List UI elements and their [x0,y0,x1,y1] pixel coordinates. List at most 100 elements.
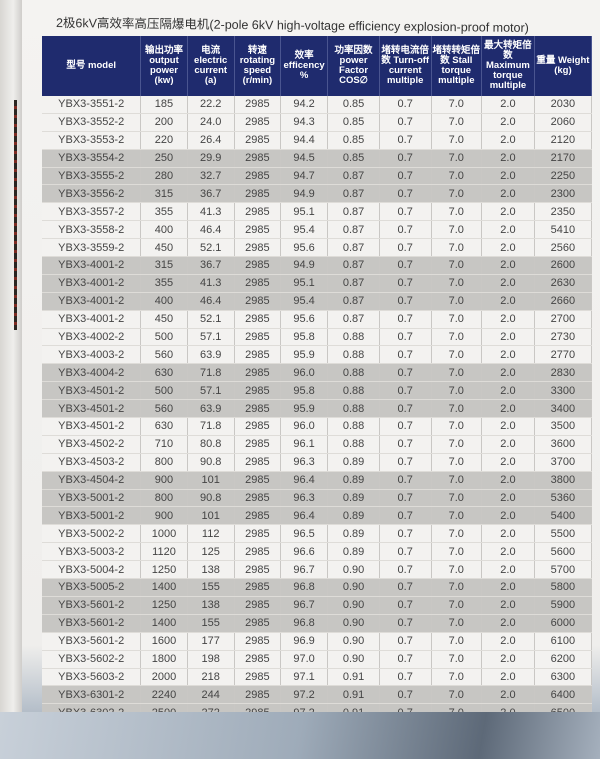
cell-model: YBX3-4001-2 [42,256,142,275]
cell-speed: 2985 [234,310,281,329]
cell-speed: 2985 [234,96,281,114]
cell-output-power: 220 [140,131,188,150]
table-row: YBX3-5002-2 1000 112 2985 96.5 0.89 0.7 7.0 2.0 5… [42,524,593,544]
cell-speed: 2985 [234,632,281,651]
cell-speed: 2985 [234,489,281,508]
cell-current: 71.8 [187,417,235,436]
cell-power-factor: 0.87 [327,184,380,204]
cell-stall-torque: 7.0 [431,328,483,347]
cell-weight: 6300 [534,668,593,687]
cell-turnoff-current: 0.7 [379,131,432,150]
cell-speed: 2985 [234,328,281,347]
cell-model: YBX3-3552-2 [42,113,142,132]
cell-model: YBX3-3558-2 [42,220,142,240]
cell-turnoff-current: 0.7 [379,184,432,204]
cell-output-power: 1600 [140,632,188,651]
cell-stall-torque: 7.0 [431,542,483,562]
cell-power-factor: 0.89 [327,524,380,544]
cell-model: YBX3-5601-2 [42,596,142,615]
table-row: YBX3-4501-2 630 71.8 2985 96.0 0.88 0.7 7.0 2.0 3… [42,417,593,436]
header-efficiency: 效率 efficency % [280,36,329,96]
cell-speed: 2985 [234,274,281,293]
cell-model: YBX3-4501-2 [42,381,142,401]
cell-model: YBX3-6301-2 [42,685,142,705]
cell-output-power: 2000 [140,668,188,687]
cell-turnoff-current: 0.7 [379,96,432,114]
cell-power-factor: 0.87 [327,310,380,329]
motor-spec-table: 型号 model 输出功率 output power (kw) 电流 elect… [42,36,593,741]
cell-max-torque: 2.0 [481,435,535,454]
cell-weight: 5410 [534,220,593,240]
cell-stall-torque: 7.0 [431,202,483,222]
cell-speed: 2985 [234,506,281,526]
cell-power-factor: 0.89 [327,506,380,526]
table-row: YBX3-4004-2 630 71.8 2985 96.0 0.88 0.7 7.0 2.0 2… [42,363,593,383]
cell-turnoff-current: 0.7 [379,506,432,526]
cell-turnoff-current: 0.7 [379,292,432,311]
cell-output-power: 1000 [140,524,188,544]
cell-max-torque: 2.0 [481,113,535,132]
cell-max-torque: 2.0 [481,310,535,329]
cell-speed: 2985 [234,292,281,311]
cell-max-torque: 2.0 [481,650,535,669]
cell-speed: 2985 [234,131,281,150]
cell-weight: 5700 [534,560,593,580]
cell-output-power: 560 [140,345,188,365]
cell-weight: 5600 [534,542,593,562]
table-row: YBX3-3556-2 315 36.7 2985 94.9 0.87 0.7 7.0 2.0 2… [42,184,593,204]
cell-weight: 2060 [534,113,593,132]
cell-weight: 5500 [534,524,593,544]
cell-efficiency: 97.2 [280,685,329,705]
cell-power-factor: 0.89 [327,542,380,562]
cell-current: 41.3 [187,274,235,293]
cell-efficiency: 95.9 [280,345,329,365]
cell-stall-torque: 7.0 [431,614,483,633]
cell-power-factor: 0.87 [327,256,380,275]
table-row: YBX3-5601-2 1400 155 2985 96.8 0.90 0.7 7.0 2.0 6… [42,614,593,633]
cell-current: 218 [187,668,235,687]
cell-model: YBX3-3551-2 [42,96,142,114]
cell-current: 138 [187,560,235,580]
cell-efficiency: 96.8 [280,614,329,633]
cell-model: YBX3-4001-2 [42,274,142,293]
cell-model: YBX3-4002-2 [42,328,142,347]
cell-turnoff-current: 0.7 [379,632,432,651]
cell-weight: 3600 [534,435,593,454]
cell-current: 52.1 [187,310,235,329]
cell-weight: 5800 [534,578,593,597]
cell-output-power: 1250 [140,560,188,580]
cell-efficiency: 95.8 [280,381,329,401]
cell-turnoff-current: 0.7 [379,202,432,222]
cell-model: YBX3-4003-2 [42,345,142,365]
cell-output-power: 200 [140,113,188,132]
cell-current: 101 [187,506,235,526]
header-output-power: 输出功率 output power (kw) [140,36,188,96]
book-spine [0,0,22,759]
cell-power-factor: 0.90 [327,632,380,651]
cell-output-power: 800 [140,453,188,472]
table-row: YBX3-4501-2 500 57.1 2985 95.8 0.88 0.7 7.0 2.0 3… [42,381,593,401]
background-photo [0,712,600,759]
cell-model: YBX3-5005-2 [42,578,142,597]
cell-efficiency: 95.6 [280,238,329,258]
header-power-factor: 功率因数 power Factor COS∅ [327,36,380,96]
cell-stall-torque: 7.0 [431,471,483,490]
cell-stall-torque: 7.0 [431,399,483,419]
cell-max-torque: 2.0 [481,328,535,347]
table-row: YBX3-5004-2 1250 138 2985 96.7 0.90 0.7 7.0 2.0 5… [42,560,593,580]
cell-weight: 2600 [534,256,593,275]
cell-max-torque: 2.0 [481,292,535,311]
cell-power-factor: 0.90 [327,650,380,669]
cell-weight: 2030 [534,96,593,114]
cell-model: YBX3-5001-2 [42,489,142,508]
cell-stall-torque: 7.0 [431,184,483,204]
cell-stall-torque: 7.0 [431,489,483,508]
cell-output-power: 355 [140,274,188,293]
cell-speed: 2985 [234,417,281,436]
cell-turnoff-current: 0.7 [379,453,432,472]
cell-speed: 2985 [234,399,281,419]
cell-power-factor: 0.88 [327,381,380,401]
cell-stall-torque: 7.0 [431,149,483,168]
cell-output-power: 315 [140,184,188,204]
table-row: YBX3-4001-2 450 52.1 2985 95.6 0.87 0.7 7.0 2.0 2… [42,310,593,329]
